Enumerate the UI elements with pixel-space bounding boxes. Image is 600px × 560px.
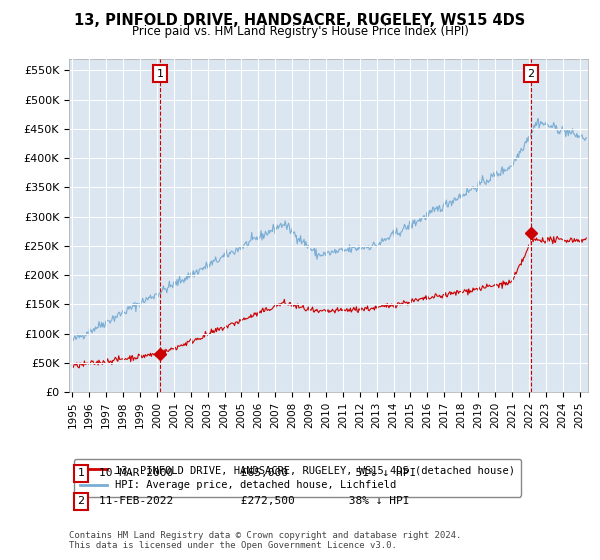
Text: 2: 2: [77, 496, 85, 506]
Legend: 13, PINFOLD DRIVE, HANDSACRE, RUGELEY, WS15 4DS (detached house), HPI: Average p: 13, PINFOLD DRIVE, HANDSACRE, RUGELEY, W…: [74, 459, 521, 497]
Text: 11-FEB-2022          £272,500        38% ↓ HPI: 11-FEB-2022 £272,500 38% ↓ HPI: [99, 496, 409, 506]
Text: Contains HM Land Registry data © Crown copyright and database right 2024.
This d: Contains HM Land Registry data © Crown c…: [69, 530, 461, 550]
Text: Price paid vs. HM Land Registry's House Price Index (HPI): Price paid vs. HM Land Registry's House …: [131, 25, 469, 38]
Text: 13, PINFOLD DRIVE, HANDSACRE, RUGELEY, WS15 4DS: 13, PINFOLD DRIVE, HANDSACRE, RUGELEY, W…: [74, 13, 526, 28]
Text: 2: 2: [527, 69, 535, 79]
Text: 10-MAR-2000          £65,000          51% ↓ HPI: 10-MAR-2000 £65,000 51% ↓ HPI: [99, 468, 416, 478]
Text: 1: 1: [157, 69, 164, 79]
Text: 1: 1: [77, 468, 85, 478]
